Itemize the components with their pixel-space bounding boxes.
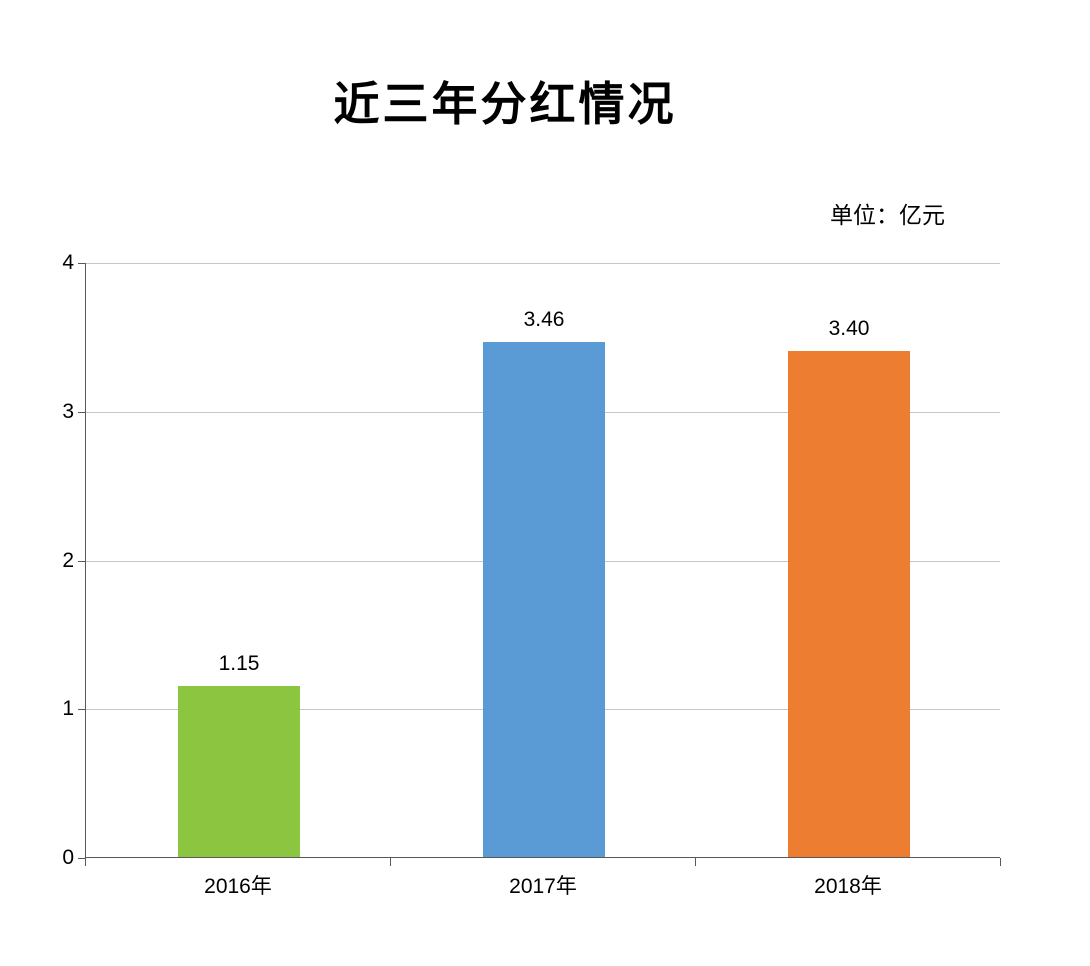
x-axis-tick-mark: [390, 858, 391, 866]
y-axis-tick-label: 3: [62, 399, 74, 423]
chart-title: 近三年分红情况: [333, 78, 677, 130]
x-axis-category-label: 2018年: [814, 875, 882, 898]
y-axis-tick-mark: [78, 411, 85, 413]
y-axis-tick-mark: [78, 560, 85, 562]
x-axis-category-label: 2017年: [509, 875, 577, 898]
bar-value-label: 1.15: [218, 652, 260, 675]
gridline: [86, 263, 1000, 264]
bar: [788, 351, 910, 857]
x-axis-tick-mark: [1000, 858, 1001, 866]
y-axis-tick-label: 0: [62, 846, 74, 869]
y-axis-tick-label: 1: [62, 697, 74, 721]
y-axis-tick-mark: [78, 858, 85, 859]
x-axis-category-label: 2016年: [204, 875, 272, 898]
unit-label: 单位：亿元: [830, 202, 945, 228]
bar-value-label: 3.46: [523, 308, 565, 331]
y-axis-tick-mark: [78, 263, 85, 264]
bar: [178, 686, 300, 857]
bar: [483, 342, 605, 857]
x-axis-tick-mark: [695, 858, 696, 866]
plot-area: 1.15 3.46 3.40: [85, 263, 1000, 858]
y-axis-tick-label: 4: [62, 251, 74, 274]
bar-value-label: 3.40: [828, 317, 870, 340]
x-axis-tick-mark: [85, 858, 86, 866]
y-axis-tick-label: 2: [62, 548, 74, 572]
y-axis-tick-mark: [78, 709, 85, 711]
